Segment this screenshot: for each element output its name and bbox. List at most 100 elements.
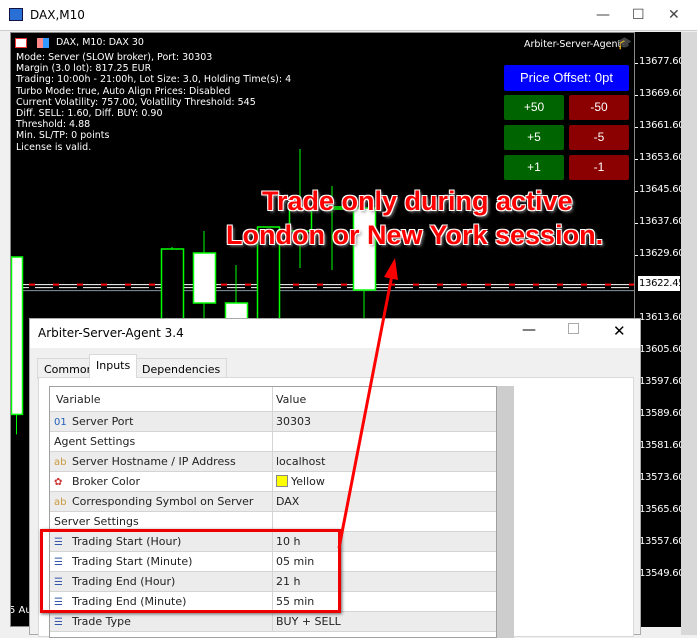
column-variable[interactable]: Variable (56, 393, 101, 406)
candle-body (192, 252, 217, 304)
table-scrollbar[interactable] (497, 386, 514, 638)
table-row[interactable]: ☰ Trade Type BUY + SELL (50, 612, 496, 632)
increase-offset-button[interactable]: +50 (504, 95, 564, 120)
row-value[interactable]: 05 min (276, 555, 315, 568)
increase-offset-button[interactable]: +5 (504, 125, 564, 150)
chart-list-icon (15, 38, 27, 48)
row-name: Agent Settings (54, 435, 136, 448)
candle-body (320, 206, 345, 210)
info-line: Margin (3.0 lot): 817.25 EUR (16, 63, 152, 75)
info-line: Current Volatility: 757.00, Volatility T… (16, 96, 256, 108)
info-line: Mode: Server (SLOW broker), Port: 30303 (16, 52, 213, 63)
table-row[interactable]: ☰ Trading Start (Minute) 05 min (50, 552, 496, 572)
inputs-table: Variable Value 01 Server Port 30303 Agent S… (49, 386, 497, 638)
price-tick-label: 13589.60 (639, 408, 685, 419)
enum-icon: ☰ (54, 577, 63, 588)
price-tick-label: 13629.60 (639, 248, 685, 259)
table-row[interactable]: ab Server Hostname / IP Address localhost (50, 452, 496, 472)
tab-common[interactable]: Common (37, 358, 101, 379)
tab-inputs[interactable]: Inputs (89, 354, 138, 378)
info-line: Threshold: 4.88 (16, 119, 91, 131)
enum-icon: ☰ (54, 617, 63, 628)
row-name: Server Hostname / IP Address (72, 455, 236, 468)
row-name: Trade Type (72, 615, 131, 628)
price-tick-label: 13573.60 (639, 472, 685, 483)
row-value[interactable]: 30303 (276, 415, 311, 428)
row-value[interactable]: 21 h (276, 575, 301, 588)
row-name: Server Settings (54, 515, 139, 528)
row-value[interactable]: 10 h (276, 535, 301, 548)
info-line: Diff. SELL: 1.60, Diff. BUY: 0.90 (16, 108, 163, 119)
price-tick-label: 13581.60 (639, 440, 685, 451)
minimize-button[interactable]: — (596, 7, 610, 23)
table-row[interactable]: ☰ Trading End (Hour) 21 h (50, 572, 496, 592)
window-title: DAX,M10 (30, 8, 85, 22)
table-row[interactable]: Agent Settings (50, 432, 496, 452)
price-axis[interactable]: 13677.60 13669.60 13661.60 13653.60 13645.60… (635, 32, 685, 627)
color-icon: ✿ (54, 477, 63, 488)
increase-offset-button[interactable]: +1 (504, 155, 564, 180)
axis-tick (635, 63, 638, 64)
axis-tick (635, 255, 638, 256)
info-line: Turbo Mode: true, Auto Align Prices: Dis… (16, 85, 231, 97)
current-price-label: 13622.45 (638, 275, 685, 291)
price-tick-label: 13645.60 (639, 184, 685, 195)
axis-tick (635, 159, 638, 160)
color-swatch[interactable] (276, 475, 288, 487)
price-offset-display[interactable]: Price Offset: 0pt (504, 65, 629, 91)
dialog-titlebar: Arbiter-Server-Agent 3.4 — ✕ (30, 319, 640, 348)
price-tick-label: 13669.60 (639, 88, 685, 99)
decrease-offset-button[interactable]: -50 (569, 95, 629, 120)
maximize-button[interactable]: ☐ (632, 7, 645, 23)
column-value[interactable]: Value (276, 393, 307, 406)
table-row[interactable]: ab Corresponding Symbol on Server DAX (50, 492, 496, 512)
app-icon (9, 8, 23, 21)
highlight-box (40, 529, 341, 613)
axis-tick (635, 95, 638, 96)
table-row[interactable]: ✿ Broker Color Yellow (50, 472, 496, 492)
row-value[interactable]: 55 min (276, 595, 315, 608)
row-value[interactable]: Yellow (291, 475, 325, 488)
price-tick-label: 13549.60 (639, 568, 685, 579)
axis-tick (635, 127, 638, 128)
close-button[interactable]: ✕ (668, 7, 680, 23)
table-row[interactable]: ☰ Trading Start (Hour) 10 h (50, 532, 496, 552)
price-tick-label: 13613.60 (639, 312, 685, 323)
row-name: Trading End (Minute) (72, 595, 187, 608)
enum-icon: ☰ (54, 597, 63, 608)
price-tick-label: 13565.60 (639, 504, 685, 515)
candle-body (11, 256, 24, 416)
row-name: Corresponding Symbol on Server (72, 495, 254, 508)
string-icon: ab (54, 457, 67, 468)
enum-icon: ☰ (54, 557, 63, 568)
properties-dialog: Arbiter-Server-Agent 3.4 — ✕ Common Inpu… (29, 318, 641, 638)
expert-name: Arbiter-Server-Agent (524, 39, 622, 50)
row-value[interactable]: DAX (276, 495, 300, 508)
candle-body (352, 207, 377, 291)
row-value[interactable]: BUY + SELL (276, 615, 341, 628)
axis-tick (635, 223, 638, 224)
info-line: License is valid. (16, 141, 92, 153)
chart-symbol-header: DAX, M10: DAX 30 (56, 37, 144, 48)
row-value[interactable]: localhost (276, 455, 326, 468)
dialog-maximize-button[interactable] (568, 323, 579, 334)
table-row[interactable]: 01 Server Port 30303 (50, 412, 496, 432)
row-name: Trading End (Hour) (72, 575, 176, 588)
time-axis-label: 5 Au (10, 605, 32, 616)
row-name: Trading Start (Hour) (72, 535, 182, 548)
dialog-close-button[interactable]: ✕ (613, 322, 626, 340)
window-titlebar: DAX,M10 — ☐ ✕ (0, 0, 697, 31)
info-line: Trading: 10:00h - 21:00h, Lot Size: 3.0,… (16, 74, 292, 86)
window-edge (681, 32, 697, 635)
integer-icon: 01 (54, 417, 67, 428)
axis-tick (635, 191, 638, 192)
decrease-offset-button[interactable]: -5 (569, 125, 629, 150)
price-tick-label: 13637.60 (639, 216, 685, 227)
decrease-offset-button[interactable]: -1 (569, 155, 629, 180)
annotation-line1: Trade only during active (262, 186, 573, 216)
price-tick-label: 13677.60 (639, 56, 685, 67)
tab-dependencies[interactable]: Dependencies (135, 358, 228, 379)
row-name: Broker Color (72, 475, 141, 488)
dialog-minimize-button[interactable]: — (522, 322, 536, 338)
